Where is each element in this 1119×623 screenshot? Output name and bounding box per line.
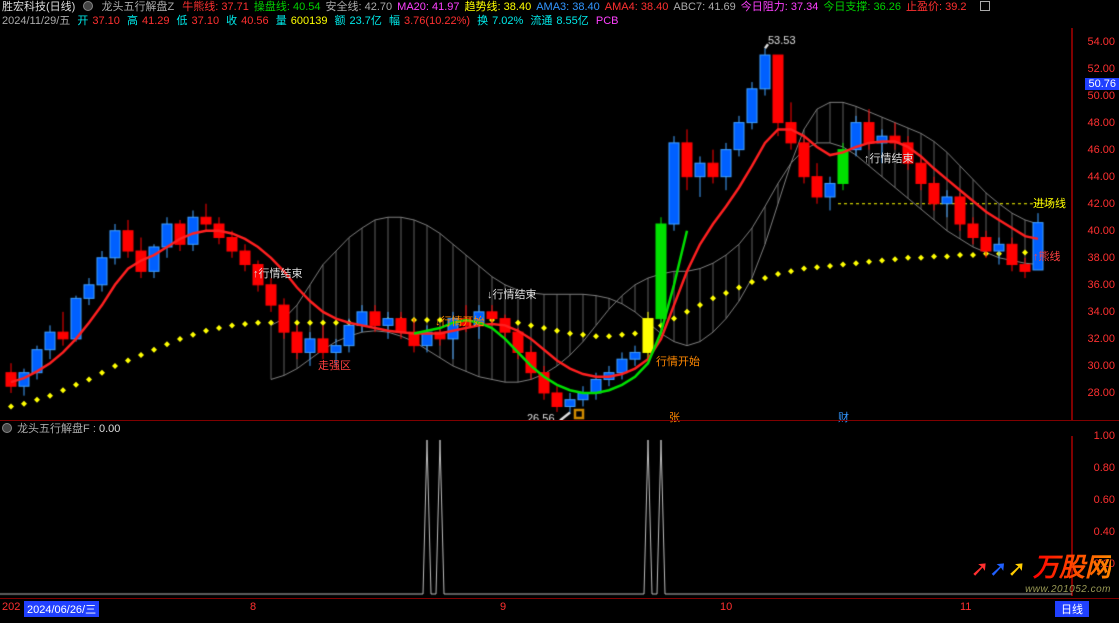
panel-separator xyxy=(0,420,1119,421)
tag: PCB xyxy=(596,15,619,27)
logo-url: www.201052.com xyxy=(971,584,1111,595)
vol-v: 600139 xyxy=(291,15,328,27)
close-v: 40.56 xyxy=(241,15,269,27)
y-tick: 0.80 xyxy=(1094,462,1115,474)
main-chart-panel[interactable]: ↑行情结束↓行情开始走强区↓行情结束行情开始↑行情结束进场线↑熊线张财 xyxy=(0,28,1072,420)
high-l: 高 xyxy=(127,15,138,27)
y-tick: 0.40 xyxy=(1094,526,1115,538)
indicator-value: 今日支撑: 36.26 xyxy=(823,1,901,13)
open-v: 37.10 xyxy=(92,15,120,27)
y-tick: 38.00 xyxy=(1087,252,1115,264)
date-label: 2024/11/29/五 xyxy=(2,15,70,27)
y-tick: 46.00 xyxy=(1087,144,1115,156)
ohlc-bar: 2024/11/29/五 开 37.10 高 41.29 低 37.10 收 40.56… xyxy=(2,14,622,28)
square-icon xyxy=(980,1,990,11)
float-v: 8.55亿 xyxy=(556,15,588,27)
indicator-strip: 胜宏科技(日线) 龙头五行解盘Z 牛熊线: 37.71 操盘线: 40.54 安全线… xyxy=(2,0,995,14)
chart-container: 胜宏科技(日线) 龙头五行解盘Z 牛熊线: 37.71 操盘线: 40.54 安全线… xyxy=(0,0,1119,623)
amt-v: 23.7亿 xyxy=(350,15,382,27)
sub-value: 0.00 xyxy=(99,423,120,435)
range-v: 3.76(10.22%) xyxy=(404,15,470,27)
low-v: 37.10 xyxy=(192,15,220,27)
float-l: 流通 xyxy=(530,15,552,27)
turn-v: 7.02% xyxy=(492,15,523,27)
last-price-badge: 50.76 xyxy=(1085,78,1119,90)
dot-icon xyxy=(83,1,93,11)
indicator-value: 牛熊线: 37.71 xyxy=(182,1,249,13)
y-tick: 0.60 xyxy=(1094,494,1115,506)
system-name: 龙头五行解盘Z xyxy=(101,1,174,13)
y-tick: 28.00 xyxy=(1087,387,1115,399)
indicator-value: ABC7: 41.69 xyxy=(673,1,735,13)
stock-title: 胜宏科技(日线) xyxy=(2,1,75,13)
y-tick: 1.00 xyxy=(1094,430,1115,442)
close-l: 收 xyxy=(226,15,237,27)
indicator-value: 今日阻力: 37.34 xyxy=(741,1,819,13)
x-tick: 11 xyxy=(960,601,971,613)
mode-badge[interactable]: 日线 xyxy=(1055,601,1089,617)
main-y-axis: 28.00 30.00 32.00 34.00 36.00 38.00 40.00 42.00… xyxy=(1072,28,1119,420)
candlestick-canvas xyxy=(0,28,1072,420)
x-tick: 8 xyxy=(250,601,256,613)
y-tick: 36.00 xyxy=(1087,279,1115,291)
y-tick: 42.00 xyxy=(1087,198,1115,210)
arrows-icon: ➚➚➚ xyxy=(971,556,1026,582)
vol-l: 量 xyxy=(276,15,287,27)
y-tick: 34.00 xyxy=(1087,306,1115,318)
open-l: 开 xyxy=(77,15,88,27)
sub-chart-panel[interactable] xyxy=(0,436,1072,596)
y-tick: 50.00 xyxy=(1087,90,1115,102)
indicator-value: AMA3: 38.40 xyxy=(536,1,600,13)
logo-text: 万股网 xyxy=(1033,553,1111,582)
y-tick: 44.00 xyxy=(1087,171,1115,183)
y-tick: 52.00 xyxy=(1087,63,1115,75)
y-tick: 32.00 xyxy=(1087,333,1115,345)
indicator-value: 趋势线: 38.40 xyxy=(465,1,532,13)
indicator-value: MA20: 41.97 xyxy=(397,1,459,13)
sub-name: 龙头五行解盘F : xyxy=(17,423,96,435)
watermark-logo: ➚➚➚ 万股网 www.201052.com xyxy=(971,547,1111,595)
dot-icon xyxy=(2,423,12,433)
year-label: 202 xyxy=(2,601,20,613)
low-l: 低 xyxy=(177,15,188,27)
time-axis: 202 2024/06/26/三 日线 8 9 10 11 xyxy=(0,598,1119,622)
y-tick: 54.00 xyxy=(1087,36,1115,48)
amt-l: 额 xyxy=(335,15,346,27)
indicator-value: AMA4: 38.40 xyxy=(605,1,669,13)
indicator-value: 止盈价: 39.2 xyxy=(906,1,967,13)
y-tick: 30.00 xyxy=(1087,360,1115,372)
date-badge: 2024/06/26/三 xyxy=(24,601,99,617)
sub-canvas xyxy=(0,436,1072,596)
y-tick: 40.00 xyxy=(1087,225,1115,237)
range-l: 幅 xyxy=(389,15,400,27)
high-v: 41.29 xyxy=(142,15,170,27)
indicator-value: 安全线: 42.70 xyxy=(326,1,393,13)
indicator-value: 操盘线: 40.54 xyxy=(254,1,321,13)
x-tick: 9 xyxy=(500,601,506,613)
x-tick: 10 xyxy=(720,601,732,613)
sub-indicator-label: 龙头五行解盘F : 0.00 xyxy=(2,422,120,436)
y-tick: 48.00 xyxy=(1087,117,1115,129)
turn-l: 换 xyxy=(477,15,488,27)
